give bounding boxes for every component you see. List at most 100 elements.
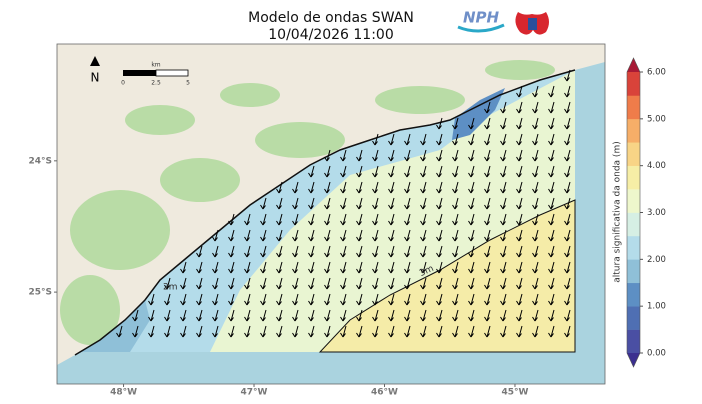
wave-arrow [196,309,203,322]
wave-arrow [404,245,411,258]
wave-arrow [420,325,427,338]
wave-arrow [436,293,443,306]
wave-arrow [356,293,363,306]
wave-arrow [516,293,523,306]
wave-arrow [500,261,507,274]
wave-arrow [260,261,267,274]
wave-arrow [340,325,347,338]
wave-arrow [308,197,315,210]
wave-arrow [436,197,443,210]
colorbar-bin [627,142,640,166]
wave-arrow [484,133,491,146]
wave-arrow [276,261,283,274]
wave-arrow [516,309,523,322]
colorbar-bin [627,306,640,330]
wave-arrow [356,245,363,258]
wave-arrow [276,181,283,194]
x-tick-label: 47°W [241,388,268,398]
wave-arrow [500,309,507,322]
wave-arrow [468,229,475,242]
scale-label: 5 [186,80,190,87]
wave-arrow [404,229,411,242]
wave-arrow [324,229,331,242]
wave-arrow [452,277,459,290]
wave-arrow [548,261,555,274]
wave-arrow [468,309,475,322]
wave-arrow [516,325,523,338]
title: Modelo de ondas SWAN [248,10,414,26]
wave-arrow [532,101,539,114]
wave-arrow [516,85,523,98]
wave-arrow [468,213,475,226]
colorbar-bin [627,259,640,284]
scale-label: 0 [121,80,125,87]
colorbar-under [627,353,640,367]
wave-arrow [420,277,427,290]
wave-arrow [180,277,187,290]
wave-arrow [212,325,219,338]
wave-arrow [148,293,155,306]
wave-arrow [468,133,475,146]
wave-arrow [532,85,539,98]
wave-arrow [244,277,251,290]
wave-arrow [388,293,395,306]
wave-arrow [180,293,187,306]
wave-arrow [196,261,203,274]
wave-arrow [436,245,443,258]
wave-arrow [500,101,507,114]
wave-arrow [484,293,491,306]
wave-arrow [404,149,411,162]
wave-arrow [276,325,283,338]
colorbar-tick-label: 0.00 [647,349,666,359]
scale-label: 2.5 [151,80,161,87]
wave-arrow [356,229,363,242]
wave-arrow [228,261,235,274]
wave-arrow [500,229,507,242]
wave-arrow [196,325,203,338]
wave-arrow [548,85,555,98]
wave-arrow [212,309,219,322]
wave-arrow [324,213,331,226]
wave-arrow [420,229,427,242]
wave-arrow [500,133,507,146]
wave-arrow [244,309,251,322]
wave-arrow [436,309,443,322]
wave-arrow [356,213,363,226]
wave-arrow [548,181,555,194]
wave-arrow [356,309,363,322]
subtitle: 10/04/2026 11:00 [268,27,394,43]
colorbar-bin [627,118,640,143]
wave-arrow [500,149,507,162]
colorbar-bin [627,95,640,120]
wave-arrow [452,293,459,306]
wave-arrow [484,245,491,258]
colorbar-tick-label: 6.00 [647,68,666,78]
colorbar-bin [627,329,640,354]
wave-arrow [532,133,539,146]
wave-arrow [148,309,155,322]
wave-arrow [148,325,155,338]
wave-arrow [420,213,427,226]
wave-arrow [564,149,571,162]
wave-arrow [244,229,251,242]
wave-arrow [244,245,251,258]
wave-arrow [308,165,315,178]
wave-arrow [468,165,475,178]
wave-arrow [500,245,507,258]
wave-arrow [516,165,523,178]
colorbar-bin [627,189,640,213]
wave-arrow [564,181,571,194]
wave-arrow [388,245,395,258]
wave-arrow [452,133,459,146]
wave-arrow [564,277,571,290]
wave-arrow [228,245,235,258]
wave-arrow [308,293,315,306]
logo-text: NPH [463,9,500,27]
wave-arrow [196,277,203,290]
wave-arrow [404,277,411,290]
wave-arrow [372,325,379,338]
wave-arrow [308,229,315,242]
wave-arrow [420,197,427,210]
wave-arrow [452,325,459,338]
wave-arrow [516,245,523,258]
